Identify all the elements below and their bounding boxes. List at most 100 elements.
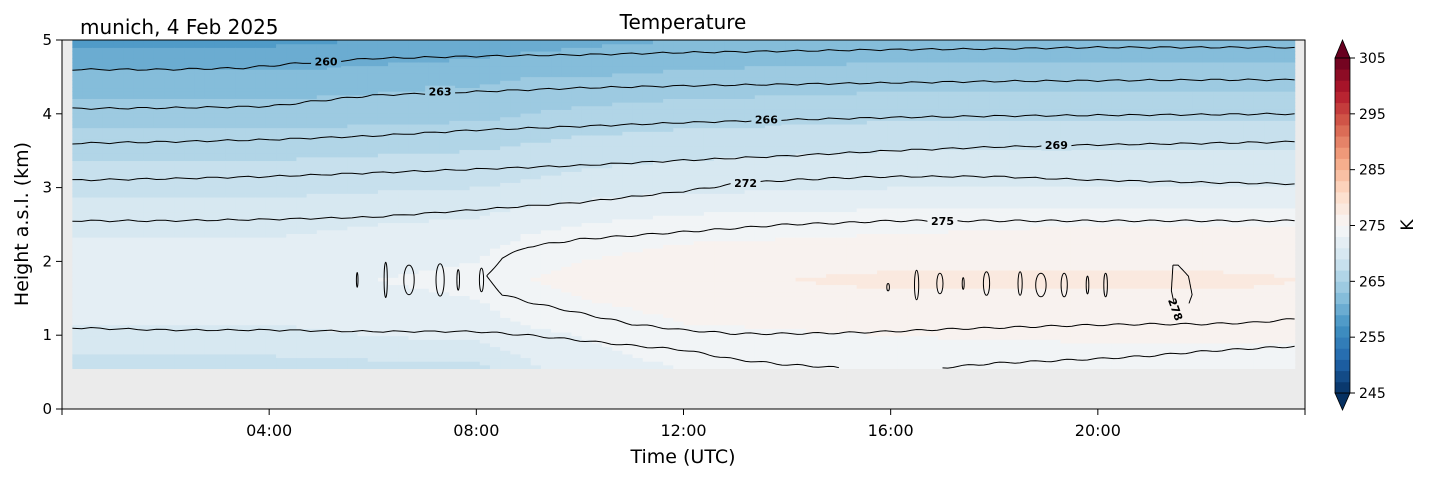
- heatmap-cell: [164, 43, 175, 48]
- heatmap-cell: [388, 342, 399, 348]
- heatmap-cell: [143, 189, 155, 194]
- heatmap-cell: [102, 171, 114, 176]
- heatmap-cell: [398, 72, 410, 78]
- heatmap-cell: [255, 350, 267, 355]
- heatmap-cell: [510, 273, 522, 278]
- heatmap-cell: [347, 116, 359, 121]
- heatmap-cell: [265, 156, 277, 162]
- heatmap-cell: [143, 251, 155, 256]
- heatmap-cell: [164, 346, 175, 351]
- heatmap-cell: [551, 105, 562, 110]
- heatmap-cell: [306, 361, 318, 366]
- heatmap-cell: [194, 237, 206, 242]
- heatmap-cell: [530, 313, 542, 318]
- heatmap-cell: [520, 94, 532, 99]
- heatmap-cell: [123, 142, 135, 147]
- heatmap-cell: [612, 94, 623, 99]
- heatmap-cell: [296, 58, 308, 63]
- heatmap-cell: [327, 335, 338, 340]
- heatmap-cell: [612, 299, 623, 304]
- heatmap-cell: [123, 269, 135, 275]
- heatmap-cell: [398, 262, 410, 267]
- heatmap-cell: [347, 262, 359, 267]
- heatmap-cell: [367, 105, 379, 110]
- heatmap-cell: [265, 189, 277, 194]
- heatmap-cell: [612, 328, 623, 333]
- heatmap-cell: [214, 335, 226, 340]
- heatmap-cell: [306, 80, 318, 85]
- heatmap-cell: [540, 317, 552, 322]
- heatmap-cell: [408, 171, 420, 176]
- heatmap-cell: [327, 310, 338, 315]
- heatmap-cell: [602, 299, 613, 304]
- heatmap-cell: [255, 229, 267, 234]
- heatmap-cell: [82, 87, 94, 92]
- heatmap-cell: [102, 251, 114, 256]
- heatmap-cell: [184, 94, 196, 99]
- heatmap-cell: [123, 218, 135, 224]
- heatmap-cell: [602, 218, 613, 224]
- heatmap-cell: [377, 160, 389, 165]
- heatmap-cell: [408, 226, 420, 231]
- heatmap-cell: [184, 320, 196, 326]
- heatmap-cell: [225, 364, 236, 370]
- heatmap-cell: [194, 288, 206, 293]
- heatmap-cell: [286, 215, 298, 220]
- heatmap-cell: [306, 331, 318, 337]
- heatmap-cell: [388, 189, 399, 194]
- heatmap-cell: [347, 207, 359, 213]
- heatmap-cell: [265, 258, 277, 264]
- heatmap-cell: [377, 131, 389, 136]
- heatmap-cell: [164, 182, 175, 187]
- heatmap-cell: [235, 361, 247, 366]
- heatmap-cell: [113, 91, 124, 96]
- heatmap-cell: [602, 105, 613, 110]
- heatmap-cell: [194, 102, 206, 107]
- heatmap-cell: [479, 145, 491, 151]
- heatmap-cell: [316, 171, 328, 176]
- heatmap-cell: [286, 251, 298, 256]
- heatmap-cell: [316, 320, 328, 326]
- heatmap-cell: [235, 102, 247, 107]
- heatmap-cell: [459, 317, 471, 322]
- heatmap-cell: [174, 61, 186, 67]
- heatmap-cell: [500, 324, 511, 329]
- heatmap-cell: [388, 244, 399, 249]
- heatmap-cell: [530, 346, 542, 351]
- heatmap-cell: [316, 164, 328, 169]
- heatmap-cell: [225, 237, 236, 242]
- heatmap-cell: [520, 342, 532, 348]
- heatmap-cell: [398, 306, 410, 311]
- heatmap-cell: [92, 320, 104, 326]
- heatmap-cell: [561, 262, 573, 267]
- heatmap-cell: [510, 251, 522, 256]
- heatmap-cell: [489, 102, 501, 107]
- heatmap-cell: [265, 320, 277, 326]
- heatmap-cell: [235, 215, 247, 220]
- heatmap-cell: [316, 94, 328, 99]
- heatmap-cell: [459, 149, 471, 154]
- heatmap-cell: [225, 211, 236, 216]
- heatmap-cell: [72, 76, 84, 81]
- heatmap-cell: [602, 207, 613, 213]
- heatmap-cell: [500, 178, 511, 183]
- heatmap-cell: [133, 229, 145, 234]
- heatmap-cell: [500, 175, 511, 180]
- heatmap-cell: [591, 200, 603, 205]
- heatmap-cell: [561, 98, 573, 103]
- heatmap-cell: [500, 320, 511, 326]
- heatmap-cell: [612, 346, 623, 351]
- heatmap-cell: [337, 182, 348, 187]
- heatmap-cell: [92, 142, 104, 147]
- heatmap-cell: [622, 350, 634, 355]
- heatmap-cell: [591, 266, 603, 271]
- heatmap-cell: [408, 50, 420, 56]
- heatmap-cell: [428, 40, 440, 45]
- heatmap-cell: [123, 361, 135, 366]
- heatmap-cell: [388, 229, 399, 234]
- heatmap-cell: [367, 262, 379, 267]
- heatmap-cell: [123, 112, 135, 118]
- heatmap-cell: [164, 164, 175, 169]
- heatmap-cell: [214, 185, 226, 191]
- heatmap-cell: [367, 251, 379, 256]
